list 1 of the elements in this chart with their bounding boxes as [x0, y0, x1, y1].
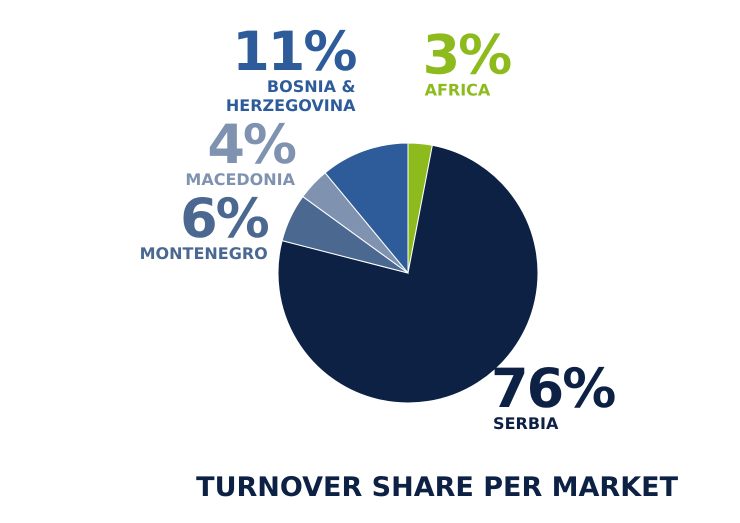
text: TURNOVER SHARE PER MARKET	[196, 472, 679, 503]
